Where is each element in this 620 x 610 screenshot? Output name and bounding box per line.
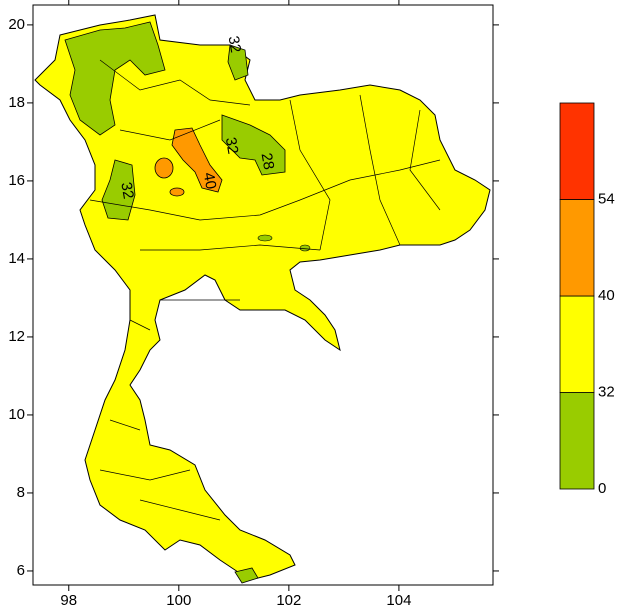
green-zone-small xyxy=(257,234,273,242)
green-zone-northeast xyxy=(227,44,249,81)
contour-label: 40 xyxy=(200,171,220,190)
colorbar-segment xyxy=(559,392,595,490)
orange-zone xyxy=(169,187,185,197)
plot-frame xyxy=(32,4,494,586)
colorbar-segment xyxy=(559,295,595,393)
contour-label: 32 xyxy=(117,181,137,200)
land xyxy=(34,14,491,584)
thailand-outline xyxy=(34,14,491,581)
y-tick-label: 18 xyxy=(8,94,25,111)
y-tick-label: 14 xyxy=(8,250,25,267)
green-zone-center xyxy=(221,114,286,176)
green-zone-north xyxy=(64,21,166,136)
green-zone-west xyxy=(101,159,136,221)
y-tick-label: 12 xyxy=(8,328,25,345)
province-borders xyxy=(89,59,441,521)
y-tick-label: 16 xyxy=(8,172,25,189)
colorbar-label: 54 xyxy=(598,190,615,207)
orange-zone xyxy=(154,157,174,179)
x-tick-label: 104 xyxy=(386,592,411,609)
contour-label: 28 xyxy=(258,152,278,171)
colorbar-segment xyxy=(559,199,595,297)
colorbar-label: 0 xyxy=(598,480,606,497)
orange-zone xyxy=(171,127,223,193)
contour-label: 32 xyxy=(225,35,245,54)
green-zone-south xyxy=(234,567,259,584)
colorbar-label: 40 xyxy=(598,287,615,304)
x-tick-label: 100 xyxy=(166,592,191,609)
y-tick-label: 6 xyxy=(17,562,25,579)
x-tick-label: 102 xyxy=(276,592,301,609)
y-tick-label: 20 xyxy=(8,16,25,33)
colorbar-segment xyxy=(559,102,595,200)
y-tick-label: 8 xyxy=(17,484,25,501)
y-tick-label: 10 xyxy=(8,406,25,423)
contour-label: 32 xyxy=(222,136,242,155)
green-zone-small xyxy=(299,244,311,252)
colorbar-label: 32 xyxy=(598,383,615,400)
x-tick-label: 98 xyxy=(60,592,77,609)
